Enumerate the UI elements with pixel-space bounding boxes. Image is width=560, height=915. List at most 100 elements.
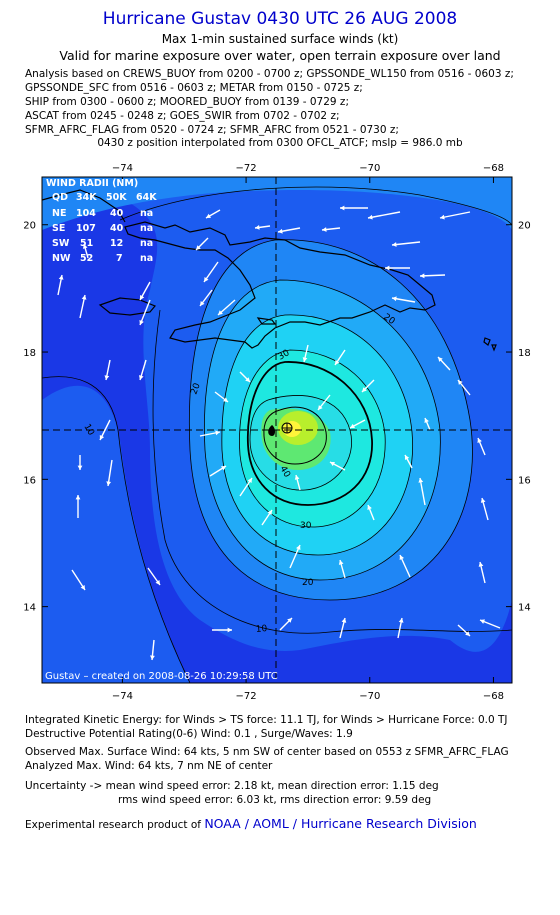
chart-title: Hurricane Gustav 0430 UTC 26 AUG 2008 [102, 9, 458, 29]
contour-line-60 [263, 406, 327, 465]
wind-radii-header: 34K [76, 192, 97, 203]
hrd-link[interactable]: NOAA / AOML / Hurricane Research Divisio… [204, 816, 477, 831]
analysis-line: GPSSONDE_SFC from 0516 - 0603 z; METAR f… [25, 82, 363, 94]
wind-arrow-head [322, 227, 327, 232]
x-tick-label-top: −68 [483, 163, 504, 174]
y-tick-label-right: 18 [518, 348, 531, 359]
wind-arrow-shaft [139, 299, 151, 326]
wind-arrow-head [480, 498, 486, 503]
wind-arrow-head [302, 357, 308, 362]
wind-arrow-head [200, 301, 205, 306]
uncertainty-line: rms wind speed error: 6.03 kt, rms direc… [118, 794, 432, 806]
coastline-islet [491, 344, 497, 352]
wind-arrow-head [367, 505, 372, 510]
validity-note: Valid for marine exposure over water, op… [59, 48, 501, 63]
wind-arrow-head [58, 275, 64, 280]
analysis-line: SFMR_AFRC_FLAG from 0520 - 0724 z; SFMR_… [25, 124, 399, 136]
wind-arrow-head [221, 466, 226, 471]
wind-arrow-head [477, 438, 482, 443]
wind-arrow-head [287, 618, 292, 623]
y-tick-label-left: 20 [23, 221, 36, 232]
wind-radii-cell: 51 [80, 238, 93, 249]
contour-label: 30 [300, 521, 312, 531]
wind-arrow-shaft [419, 477, 426, 506]
wind-arrow-head [227, 627, 232, 633]
wind-arrow-head [278, 228, 283, 234]
product-credit: Experimental research product of NOAA / … [25, 816, 477, 831]
wind-arrow-head [330, 461, 335, 467]
wind-arrow-head [140, 295, 145, 300]
wind-radii-cell: NE [52, 208, 66, 219]
wind-arrow-head [267, 510, 272, 515]
uncertainty-line: Uncertainty -> mean wind speed error: 2.… [25, 780, 439, 792]
wind-radii-cell: 40 [110, 208, 124, 219]
wind-radii-cell: 12 [110, 238, 123, 249]
plot-frame [41, 176, 513, 684]
wind-arrow-head [196, 245, 201, 250]
contour-band [42, 177, 512, 230]
wind-arrow-head [480, 619, 485, 624]
wind-radii-header: QD [52, 192, 68, 203]
wind-radii-cell: 52 [80, 253, 93, 264]
wind-arrow-head [139, 320, 144, 325]
contour-line-50 [246, 361, 373, 506]
x-tick-label-top: −74 [112, 163, 133, 174]
x-tick-label-top: −72 [236, 163, 257, 174]
wind-arrow-head [398, 618, 404, 623]
axis-ticks [42, 177, 512, 683]
wind-radii-cell: SE [52, 223, 65, 234]
contour-line-40 [249, 395, 352, 491]
wind-arrow-head [255, 225, 260, 230]
wind-arrow-head [385, 265, 390, 271]
y-tick-label-right: 16 [518, 475, 531, 486]
y-tick-label-right: 20 [518, 221, 531, 232]
wind-field-map: −74 −74 −72 −72 −70 −70 −68 −68 14 14 16 16 18 18 20 20… [23, 163, 531, 702]
wind-arrow-head [138, 375, 144, 380]
wind-arrow-head [150, 655, 155, 660]
y-tick-label-right: 14 [518, 603, 531, 614]
wind-arrow-head [99, 435, 105, 440]
coastline-hispaniola [124, 221, 436, 349]
analysis-line: SHIP from 0300 - 0600 z; MOORED_BUOY fro… [25, 96, 349, 108]
wind-arrow-head [404, 455, 410, 460]
wind-radii-cell: NW [52, 253, 71, 264]
wind-arrow-head [458, 380, 463, 385]
x-tick-label-top: −70 [359, 163, 380, 174]
x-tick-label-bottom: −72 [236, 691, 257, 702]
wind-arrow-head [335, 360, 340, 365]
wind-radii-cell: na [140, 238, 153, 249]
wind-arrow-head [478, 562, 484, 567]
wind-arrow-head [418, 478, 424, 483]
wind-arrow-shaft [391, 241, 421, 246]
wind-arrow-head [424, 418, 429, 423]
wind-arrow-head [77, 465, 83, 470]
wind-radii-cell: 7 [116, 253, 123, 264]
contour-line-10 [152, 309, 512, 634]
contour-label: 20 [189, 382, 202, 396]
ike-line: Integrated Kinetic Energy: for Winds > T… [25, 714, 508, 726]
wind-radii-header: 64K [136, 192, 157, 203]
wind-arrow-head [80, 585, 85, 590]
wind-arrow-shaft [439, 211, 471, 219]
wind-arrow-head [75, 495, 81, 500]
y-tick-label-left: 16 [23, 475, 36, 486]
wind-arrow-head [247, 478, 252, 483]
wind-radii-cell: SW [52, 238, 70, 249]
contour-line-20 [204, 279, 441, 581]
wind-arrow-head [438, 357, 443, 362]
wind-arrow-head [465, 631, 470, 636]
contour-label: 10 [255, 624, 268, 635]
analysis-line: Analysis based on CREWS_BUOY from 0200 -… [25, 68, 514, 80]
wind-arrow-head [206, 213, 211, 218]
contour-line-30 [221, 314, 414, 556]
wind-arrow-shaft [367, 211, 401, 219]
x-tick-label-bottom: −74 [112, 691, 133, 702]
wind-radii-header: 50K [106, 192, 127, 203]
product-prefix: Experimental research product of [25, 819, 201, 831]
wind-arrow-head [362, 387, 367, 392]
contour-band [42, 385, 190, 683]
wind-arrow-head [338, 560, 344, 565]
wind-arrow-head [318, 405, 323, 410]
contour-line-10 [42, 376, 191, 683]
wind-arrow-head [204, 277, 209, 282]
